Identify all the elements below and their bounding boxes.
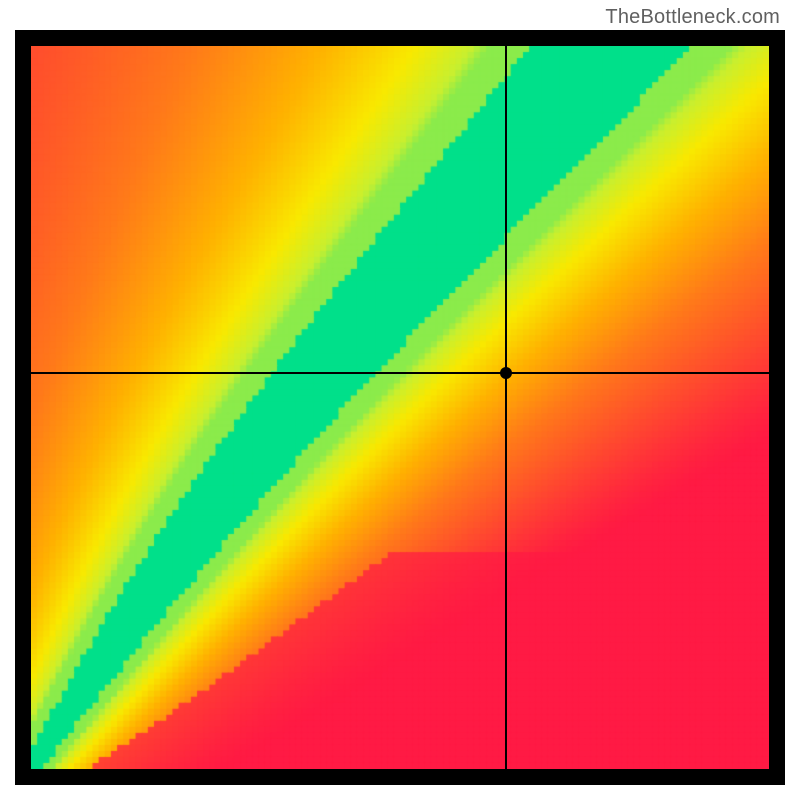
crosshair-horizontal [31,372,769,374]
chart-container: TheBottleneck.com [0,0,800,800]
frame-top [15,30,785,46]
frame-bottom [15,769,785,785]
crosshair-vertical [505,46,507,769]
watermark-text: TheBottleneck.com [605,6,780,29]
frame-left [15,30,31,785]
frame-right [769,30,785,785]
crosshair-marker [500,367,512,379]
bottleneck-heatmap [31,46,769,769]
